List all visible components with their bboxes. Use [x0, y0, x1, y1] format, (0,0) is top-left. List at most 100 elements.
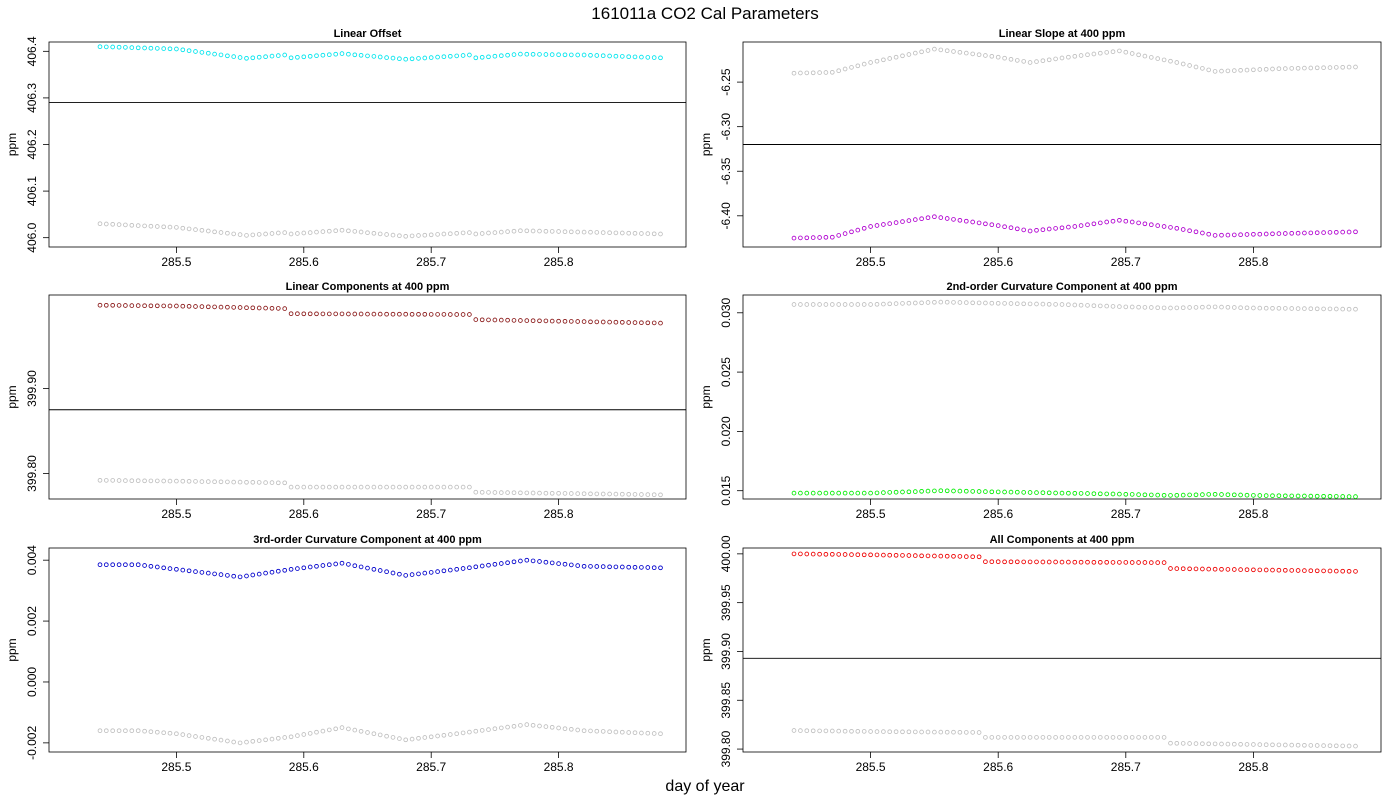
- data-point: [486, 54, 491, 60]
- data-point: [568, 319, 574, 324]
- data-point: [1340, 306, 1346, 312]
- data-point: [1193, 229, 1199, 235]
- data-point: [1008, 301, 1014, 306]
- data-point: [282, 567, 288, 573]
- data-point: [1085, 491, 1090, 496]
- data-point: [416, 233, 421, 238]
- data-point: [1282, 306, 1288, 311]
- data-point: [390, 55, 396, 61]
- data-point: [798, 490, 803, 496]
- data-point: [116, 728, 122, 734]
- data-point: [1180, 741, 1186, 746]
- data-point: [148, 729, 154, 735]
- data-point: [1193, 741, 1199, 746]
- data-point: [868, 552, 873, 558]
- data-point: [1014, 226, 1020, 232]
- data-point: [460, 53, 466, 58]
- data-point: [231, 479, 237, 485]
- data-point: [1244, 742, 1250, 747]
- data-point: [1219, 492, 1224, 497]
- data-point: [842, 552, 848, 557]
- x-tick-label: 285.7: [1111, 507, 1141, 521]
- data-point: [1244, 67, 1250, 73]
- data-point: [205, 479, 211, 484]
- data-point: [225, 53, 230, 59]
- data-point: [645, 231, 651, 236]
- data-point: [212, 736, 217, 742]
- data-point: [530, 51, 536, 57]
- data-point: [1251, 67, 1256, 73]
- data-point: [154, 564, 160, 570]
- data-point: [1021, 227, 1027, 233]
- data-point: [1142, 53, 1148, 59]
- data-point: [447, 53, 453, 59]
- x-tick-label: 285.6: [983, 255, 1013, 269]
- data-point: [511, 723, 517, 729]
- data-point: [798, 551, 803, 557]
- data-point: [588, 229, 593, 235]
- data-point: [1212, 566, 1218, 572]
- panel-linear-slope: Linear Slope at 400 ppm ppm 285.5 285.6 28…: [699, 28, 1382, 269]
- data-point: [237, 55, 243, 60]
- data-point: [256, 54, 262, 60]
- y-tick-label: 0.002: [25, 606, 39, 636]
- data-point: [658, 492, 663, 498]
- data-point: [486, 727, 491, 732]
- data-point: [645, 565, 651, 570]
- data-point: [1225, 232, 1231, 238]
- data-point: [1321, 493, 1326, 499]
- data-point: [416, 311, 421, 317]
- data-point: [1340, 494, 1346, 499]
- data-point: [518, 318, 523, 323]
- data-point: [1002, 489, 1007, 495]
- data-point: [932, 729, 937, 735]
- data-point: [422, 232, 428, 238]
- data-point: [849, 490, 854, 496]
- data-point: [600, 53, 606, 59]
- data-point: [607, 729, 612, 735]
- data-point: [594, 728, 600, 734]
- data-point: [1110, 304, 1116, 309]
- data-point: [518, 558, 523, 564]
- y-tick-label: 0.004: [25, 545, 39, 575]
- data-point: [250, 738, 256, 744]
- data-point: [511, 228, 517, 234]
- data-point: [1353, 306, 1358, 312]
- data-point: [1053, 735, 1058, 740]
- data-point: [639, 231, 644, 236]
- data-point: [1046, 735, 1052, 740]
- data-point: [836, 728, 842, 734]
- data-point: [154, 729, 160, 735]
- data-point: [269, 231, 275, 236]
- data-point: [1295, 306, 1301, 311]
- data-point: [1002, 55, 1007, 61]
- data-point: [556, 490, 561, 496]
- data-point: [447, 312, 453, 317]
- data-point: [1314, 568, 1320, 574]
- data-point: [1110, 560, 1116, 565]
- data-point: [1327, 65, 1333, 70]
- data-point: [180, 478, 186, 484]
- data-point: [460, 484, 466, 490]
- data-point: [422, 735, 428, 740]
- data-point: [651, 231, 657, 237]
- panel-title: 3rd-order Curvature Component at 400 ppm: [253, 534, 482, 546]
- data-point: [1168, 566, 1173, 571]
- data-point: [1295, 65, 1301, 71]
- data-point: [1117, 304, 1122, 309]
- data-point: [1174, 60, 1180, 65]
- data-point: [1295, 742, 1301, 748]
- data-point: [1225, 68, 1231, 74]
- data-point: [900, 53, 905, 59]
- data-point: [511, 52, 517, 57]
- data-point: [1027, 735, 1033, 740]
- data-point: [651, 55, 657, 60]
- data-point: [836, 233, 842, 238]
- data-point: [537, 559, 542, 564]
- data-point: [498, 53, 504, 59]
- data-point: [167, 566, 173, 571]
- panel-title: Linear Slope at 400 ppm: [999, 28, 1126, 40]
- data-point: [798, 728, 803, 733]
- data-point: [1302, 742, 1307, 748]
